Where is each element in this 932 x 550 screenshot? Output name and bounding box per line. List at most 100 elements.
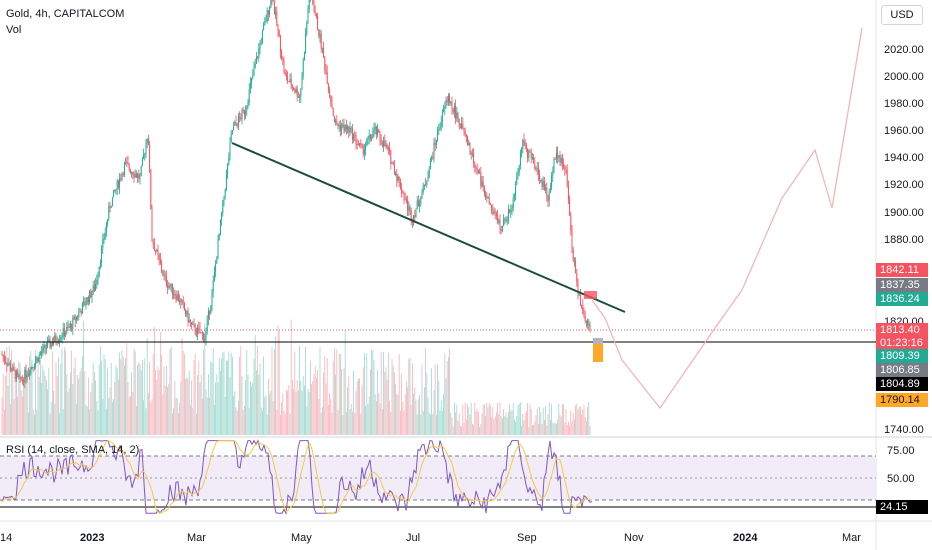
candle-body	[247, 102, 249, 107]
order-marker-gray[interactable]	[593, 338, 603, 344]
candle-body	[369, 134, 371, 139]
candle-body	[48, 339, 50, 342]
price-axis[interactable]: 2020.00 2000.00 1980.00 1960.00 1940.00 …	[884, 44, 924, 436]
volume-bar	[481, 413, 483, 435]
candle-body	[321, 47, 323, 49]
candle-body	[180, 299, 182, 303]
volume-bar	[23, 384, 24, 435]
candle-body	[72, 318, 74, 330]
candle-body	[12, 366, 14, 371]
volume-bar	[559, 414, 561, 435]
volume-bar	[546, 425, 548, 435]
price-tag-1790: 1790.14	[876, 393, 928, 407]
time-label: Nov	[624, 532, 644, 544]
candle-body	[330, 95, 332, 103]
candle-body	[443, 108, 445, 112]
volume-bar	[286, 389, 287, 435]
candle-body	[175, 295, 177, 300]
volume-bar	[361, 385, 363, 435]
volume-bar	[365, 406, 366, 435]
currency-button[interactable]: USD	[881, 5, 923, 25]
volume-bar	[324, 356, 326, 435]
candle-body	[585, 320, 587, 322]
candle-body	[401, 188, 403, 193]
candle-body	[365, 145, 367, 150]
candle-body	[251, 77, 253, 84]
candle-body	[535, 168, 537, 170]
rsi-legend[interactable]: RSI (14, close, SMA, 14, 2)	[6, 444, 140, 456]
time-label: Mar	[842, 532, 861, 544]
candle-body	[159, 259, 161, 264]
candle-body	[55, 335, 57, 342]
volume-bar	[443, 394, 444, 435]
candle-body	[205, 328, 207, 339]
volume-bar	[295, 391, 297, 435]
volume-bar	[239, 356, 240, 435]
candle-body	[332, 108, 334, 117]
candle-body	[8, 363, 10, 365]
candle-body	[279, 36, 281, 53]
candle-body	[198, 327, 200, 329]
candle-body	[141, 158, 143, 166]
candle-body	[131, 172, 133, 174]
volume-bar	[281, 401, 282, 435]
volume-bar	[570, 410, 572, 435]
candle-body	[487, 197, 489, 199]
volume-bar	[438, 380, 440, 435]
volume-bar	[449, 348, 450, 435]
candle-body	[409, 206, 411, 211]
candle-body	[335, 120, 337, 123]
candle-body	[25, 369, 27, 378]
candle-body	[367, 138, 369, 140]
candle-body	[336, 120, 338, 125]
candle-body	[333, 116, 335, 123]
symbol-title[interactable]: Gold, 4h, CAPITALCOM	[6, 8, 125, 20]
candle-body	[38, 354, 40, 362]
order-marker-red[interactable]	[584, 291, 597, 299]
candle-body	[371, 138, 373, 140]
candle-body	[227, 163, 229, 174]
volume-bar	[145, 408, 147, 435]
candle-body	[477, 169, 479, 173]
volume-bar	[553, 423, 555, 435]
volume-bar	[26, 368, 28, 435]
volume-bar	[158, 370, 160, 435]
candle-body	[314, 12, 316, 15]
time-label: 2023	[80, 532, 104, 544]
volume-bar	[383, 351, 384, 435]
candle-body	[74, 316, 76, 321]
volume-bar	[312, 380, 314, 435]
trendline[interactable]	[231, 142, 626, 313]
volume-bar	[42, 365, 44, 435]
candle-body	[187, 310, 189, 323]
candle-body	[446, 100, 448, 103]
candle-body	[519, 152, 521, 166]
candle-body	[341, 126, 343, 131]
order-marker-orange[interactable]	[593, 344, 603, 362]
candle-body	[536, 168, 538, 170]
candle-body	[565, 169, 567, 171]
candle-body	[283, 60, 285, 73]
rsi-axis[interactable]: 75.00 50.00	[887, 445, 915, 485]
volume-bar	[439, 410, 441, 435]
candle-body	[43, 344, 45, 347]
candle-body	[434, 142, 436, 145]
volume-label[interactable]: Vol	[6, 24, 22, 36]
time-axis[interactable]: 14 2023 Mar May Jul Sep Nov 2024 Mar	[0, 532, 861, 544]
volume-bar	[544, 419, 545, 435]
price-tick: 2020.00	[884, 44, 924, 56]
volume-bar	[160, 332, 161, 435]
volume-bar	[455, 412, 456, 435]
volume-bar	[510, 409, 512, 435]
projection-path[interactable]	[591, 27, 863, 410]
candle-body	[420, 197, 422, 204]
candle-body	[197, 327, 199, 335]
volume-bar	[359, 378, 360, 435]
price-tick: 1940.00	[884, 152, 924, 164]
candle-body	[444, 106, 446, 109]
candle-body	[545, 187, 547, 190]
volume-bar	[271, 347, 273, 435]
candle-body	[134, 173, 136, 178]
candle-body	[189, 319, 191, 323]
